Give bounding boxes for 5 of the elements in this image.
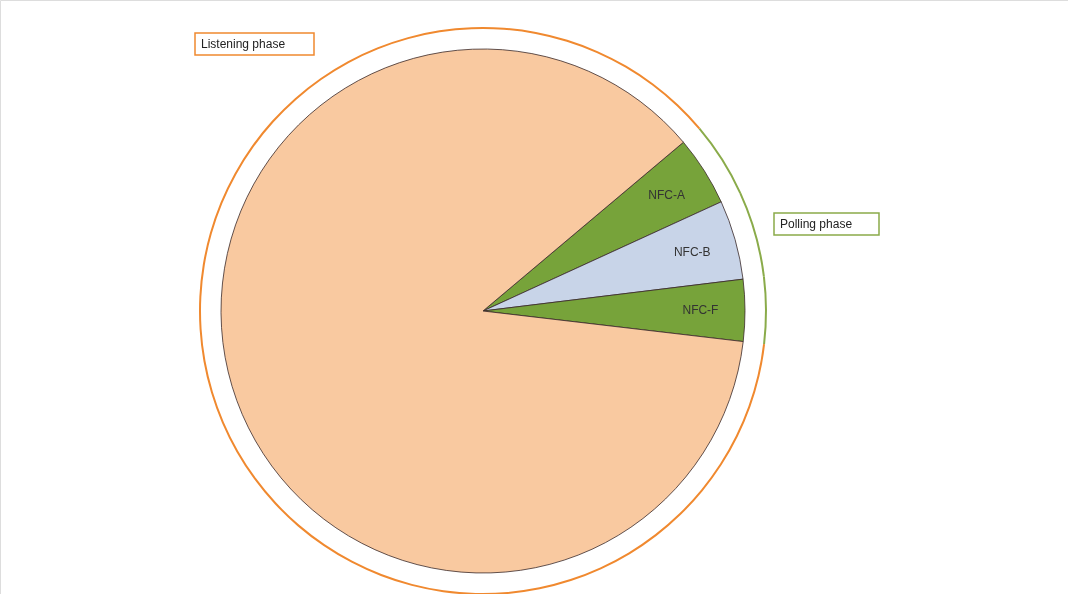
slice-label: NFC-B: [673, 244, 711, 259]
slice-label: NFC-A: [648, 187, 686, 202]
slice-label: Listening phase: [201, 37, 286, 51]
text: Polling phase: [780, 217, 853, 231]
slice-label: NFC-F: [682, 303, 719, 318]
